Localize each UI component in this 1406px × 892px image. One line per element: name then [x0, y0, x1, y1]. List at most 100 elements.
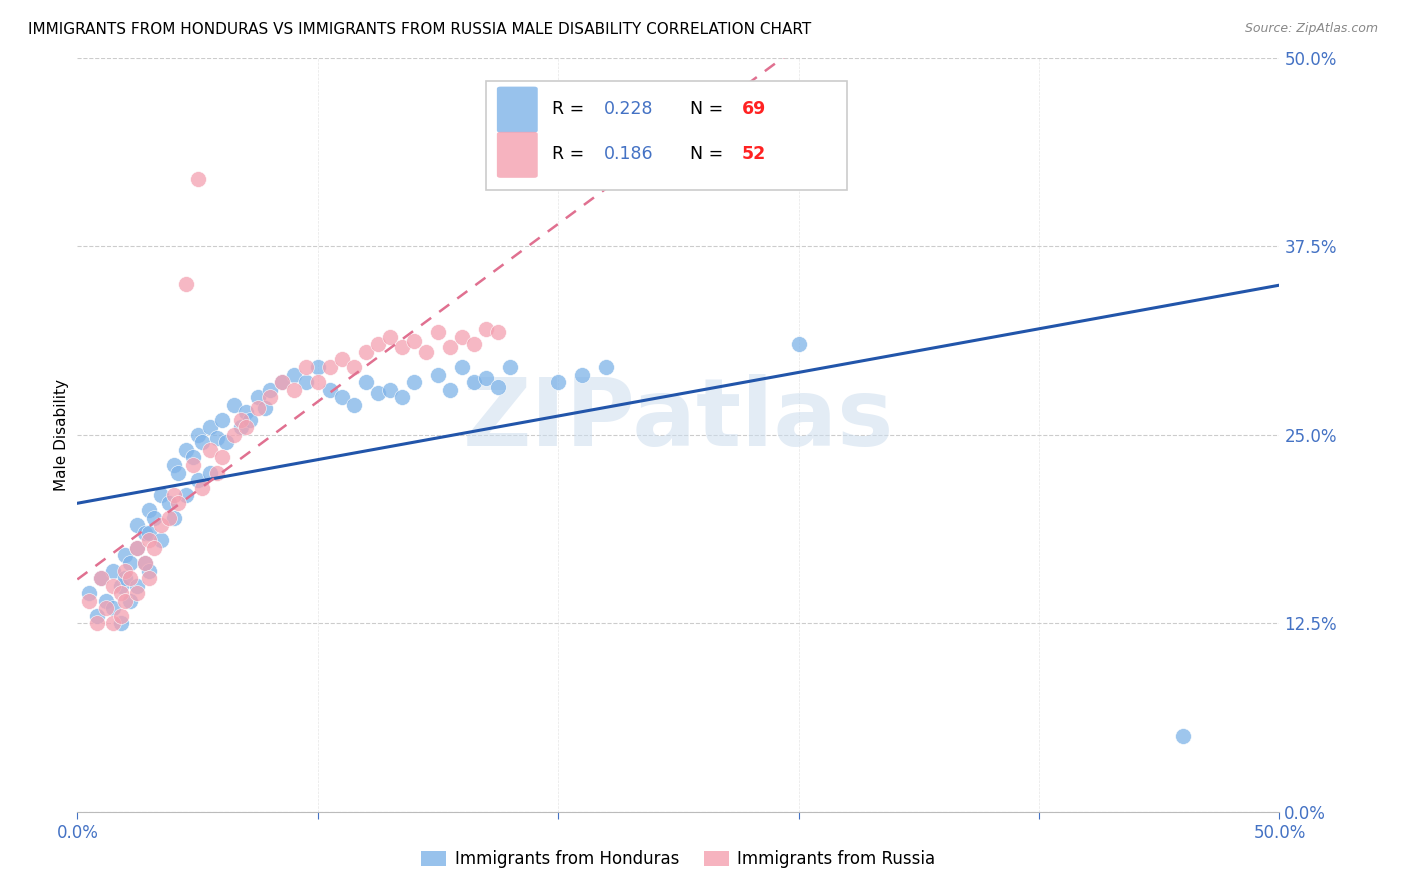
Point	[103, 616, 125, 631]
Point	[96, 593, 118, 607]
Point	[391, 340, 413, 354]
Point	[235, 420, 257, 434]
Text: Source: ZipAtlas.com: Source: ZipAtlas.com	[1244, 22, 1378, 36]
Point	[215, 435, 238, 450]
Point	[96, 601, 118, 615]
Point	[187, 428, 209, 442]
Text: ZIPatlas: ZIPatlas	[463, 374, 894, 466]
Point	[114, 571, 136, 585]
Point	[167, 496, 190, 510]
Point	[167, 466, 190, 480]
Point	[138, 525, 160, 540]
Point	[451, 359, 474, 374]
Text: 0.228: 0.228	[603, 100, 654, 119]
Point	[86, 616, 108, 631]
Point	[127, 518, 149, 533]
Point	[1173, 730, 1195, 744]
Point	[181, 458, 204, 472]
Point	[150, 533, 173, 548]
Point	[283, 368, 305, 382]
Point	[150, 488, 173, 502]
Point	[138, 503, 160, 517]
Point	[463, 375, 485, 389]
Text: 52: 52	[742, 145, 766, 163]
Point	[162, 488, 184, 502]
Point	[229, 420, 252, 434]
Point	[547, 375, 569, 389]
Point	[246, 390, 269, 404]
Point	[427, 368, 450, 382]
Point	[451, 330, 474, 344]
FancyBboxPatch shape	[496, 87, 537, 133]
Point	[330, 352, 353, 367]
Point	[475, 322, 498, 336]
Point	[571, 368, 593, 382]
Point	[191, 481, 214, 495]
Point	[187, 473, 209, 487]
Point	[127, 579, 149, 593]
Point	[150, 518, 173, 533]
Point	[270, 375, 292, 389]
Point	[343, 359, 366, 374]
Point	[79, 586, 101, 600]
Point	[499, 359, 522, 374]
Point	[205, 431, 228, 445]
Point	[174, 277, 197, 292]
Point	[157, 496, 180, 510]
Point	[486, 379, 509, 393]
Point	[246, 401, 269, 415]
Point	[235, 405, 257, 419]
Point	[120, 571, 142, 585]
Point	[103, 579, 125, 593]
Point	[198, 420, 221, 434]
Point	[439, 340, 461, 354]
Point	[343, 398, 366, 412]
Text: R =: R =	[553, 145, 591, 163]
Point	[120, 556, 142, 570]
Text: 0.186: 0.186	[603, 145, 654, 163]
Point	[114, 564, 136, 578]
Point	[222, 428, 245, 442]
Text: 69: 69	[742, 100, 766, 119]
Point	[138, 564, 160, 578]
Point	[354, 345, 377, 359]
Point	[127, 586, 149, 600]
Point	[270, 375, 292, 389]
Point	[138, 571, 160, 585]
Y-axis label: Male Disability: Male Disability	[53, 379, 69, 491]
Point	[391, 390, 413, 404]
Point	[367, 385, 389, 400]
Point	[162, 458, 184, 472]
Point	[181, 450, 204, 465]
Point	[427, 326, 450, 340]
Point	[187, 171, 209, 186]
Point	[79, 593, 101, 607]
Point	[211, 413, 233, 427]
Point	[134, 556, 156, 570]
Point	[787, 337, 810, 351]
Point	[367, 337, 389, 351]
Point	[402, 375, 425, 389]
Point	[307, 375, 329, 389]
Point	[378, 383, 401, 397]
Point	[259, 390, 281, 404]
Point	[463, 337, 485, 351]
Text: N =: N =	[690, 100, 730, 119]
Point	[595, 359, 617, 374]
Point	[211, 450, 233, 465]
Point	[307, 359, 329, 374]
FancyBboxPatch shape	[496, 132, 537, 178]
Point	[174, 442, 197, 457]
Point	[110, 586, 132, 600]
Point	[229, 413, 252, 427]
Point	[198, 466, 221, 480]
Point	[174, 488, 197, 502]
Point	[239, 413, 262, 427]
Point	[198, 442, 221, 457]
Point	[143, 510, 166, 524]
Text: R =: R =	[553, 100, 591, 119]
Point	[402, 334, 425, 349]
Point	[103, 564, 125, 578]
Point	[475, 370, 498, 384]
Point	[127, 541, 149, 555]
